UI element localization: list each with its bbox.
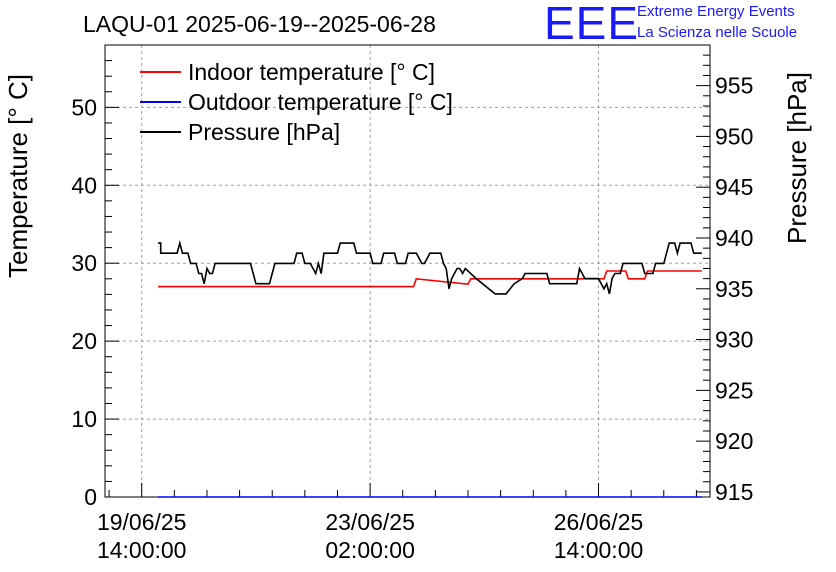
y-tick-label: 10 [71, 406, 97, 432]
y-axis-label: Temperature [° C] [3, 74, 33, 278]
y2-axis-label: Pressure [hPa] [782, 72, 812, 244]
y2-tick-label: 945 [715, 174, 753, 200]
y2-tick-label: 930 [715, 327, 753, 353]
org-name: Extreme Energy Events [637, 3, 795, 20]
y2-tick-label: 935 [715, 276, 753, 302]
series-layer [158, 240, 702, 498]
chart-title: LAQU-01 2025-06-19--2025-06-28 [83, 11, 436, 37]
x-tick-label-time: 14:00:00 [97, 537, 187, 563]
x-tick-label-date: 23/06/25 [325, 509, 415, 535]
y2-tick-label: 950 [715, 123, 753, 149]
series-line-0 [158, 270, 702, 288]
grid [105, 45, 710, 497]
y-tick-label: 50 [71, 94, 97, 120]
x-tick-label-date: 26/06/25 [554, 509, 644, 535]
eee-logo: EEE [544, 0, 640, 49]
axis-ticks: 0 10 20 30 40 50 915 920 925 930 935 940 945 950 955 19… [71, 54, 753, 563]
legend-label-2: Pressure [hPa] [188, 119, 340, 145]
legend-label-1: Outdoor temperature [° C] [188, 89, 453, 115]
legend-label-0: Indoor temperature [° C] [188, 59, 435, 85]
y2-tick-label: 940 [715, 225, 753, 251]
y2-tick-label: 920 [715, 428, 753, 454]
y-tick-label: 0 [84, 484, 97, 510]
y-tick-label: 30 [71, 250, 97, 276]
y2-tick-label: 955 [715, 73, 753, 99]
y2-tick-label: 915 [715, 479, 753, 505]
x-tick-label-time: 02:00:00 [325, 537, 415, 563]
org-subtitle: La Scienza nelle Scuole [637, 24, 798, 41]
x-tick-label-time: 14:00:00 [554, 537, 644, 563]
y2-tick-label: 925 [715, 377, 753, 403]
series-line-2 [158, 240, 702, 295]
x-tick-label-date: 19/06/25 [97, 509, 187, 535]
y-tick-label: 20 [71, 328, 97, 354]
y-tick-label: 40 [71, 172, 97, 198]
legend: Indoor temperature [° C] Outdoor temperat… [140, 59, 453, 145]
